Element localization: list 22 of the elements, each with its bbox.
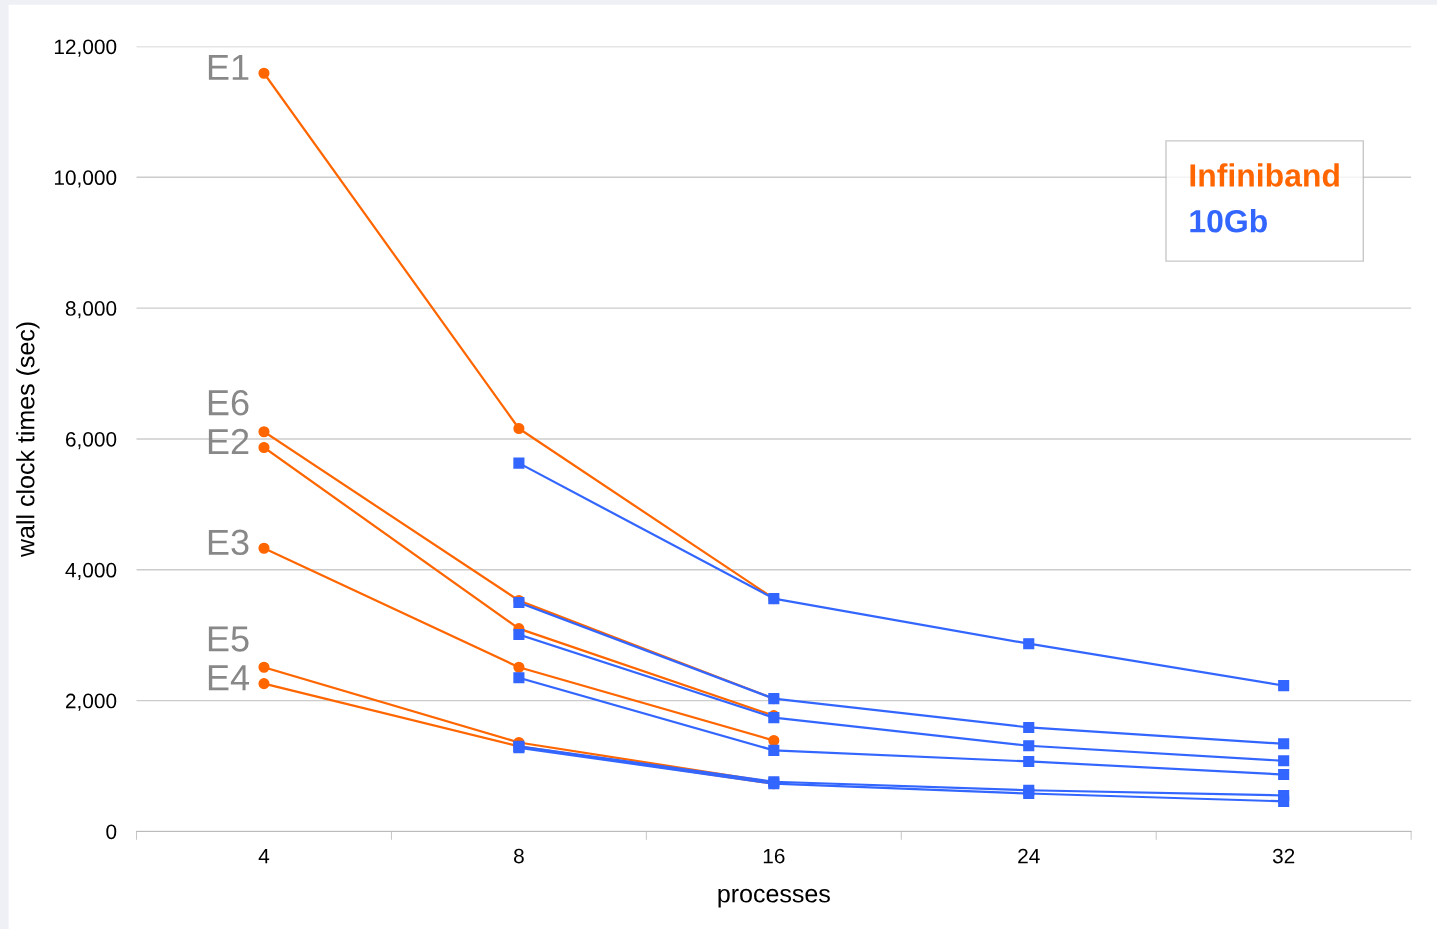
annotation: E6	[208, 389, 249, 416]
y-tick-label: 12,000	[54, 39, 117, 57]
y-tick-label: 4,000	[65, 562, 117, 580]
x-tick-label: 8	[514, 848, 524, 864]
x-tick-label: 32	[1272, 848, 1295, 864]
y-axis-title: wall clock times (sec)	[16, 322, 40, 558]
annotation: E5	[208, 626, 249, 652]
x-axis-title: processes	[718, 888, 830, 908]
text: 10Gb	[1190, 209, 1267, 233]
y-tick-label: 6,000	[66, 431, 117, 450]
y-tick-label: 10,000	[54, 170, 117, 188]
y-tick-label: 2,000	[65, 693, 117, 711]
x-tick-label: 16	[763, 848, 785, 864]
x-tick-label: 24	[1018, 848, 1040, 864]
annotation: E2	[208, 428, 249, 455]
text: Infiniband	[1190, 163, 1339, 187]
y-tick-label: 0	[106, 824, 117, 840]
x-tick-label: 4	[258, 848, 270, 864]
annotation: E4	[208, 665, 250, 691]
annotation: E1	[208, 54, 249, 80]
annotation: E3	[208, 529, 249, 556]
y-tick-label: 8,000	[65, 301, 117, 319]
